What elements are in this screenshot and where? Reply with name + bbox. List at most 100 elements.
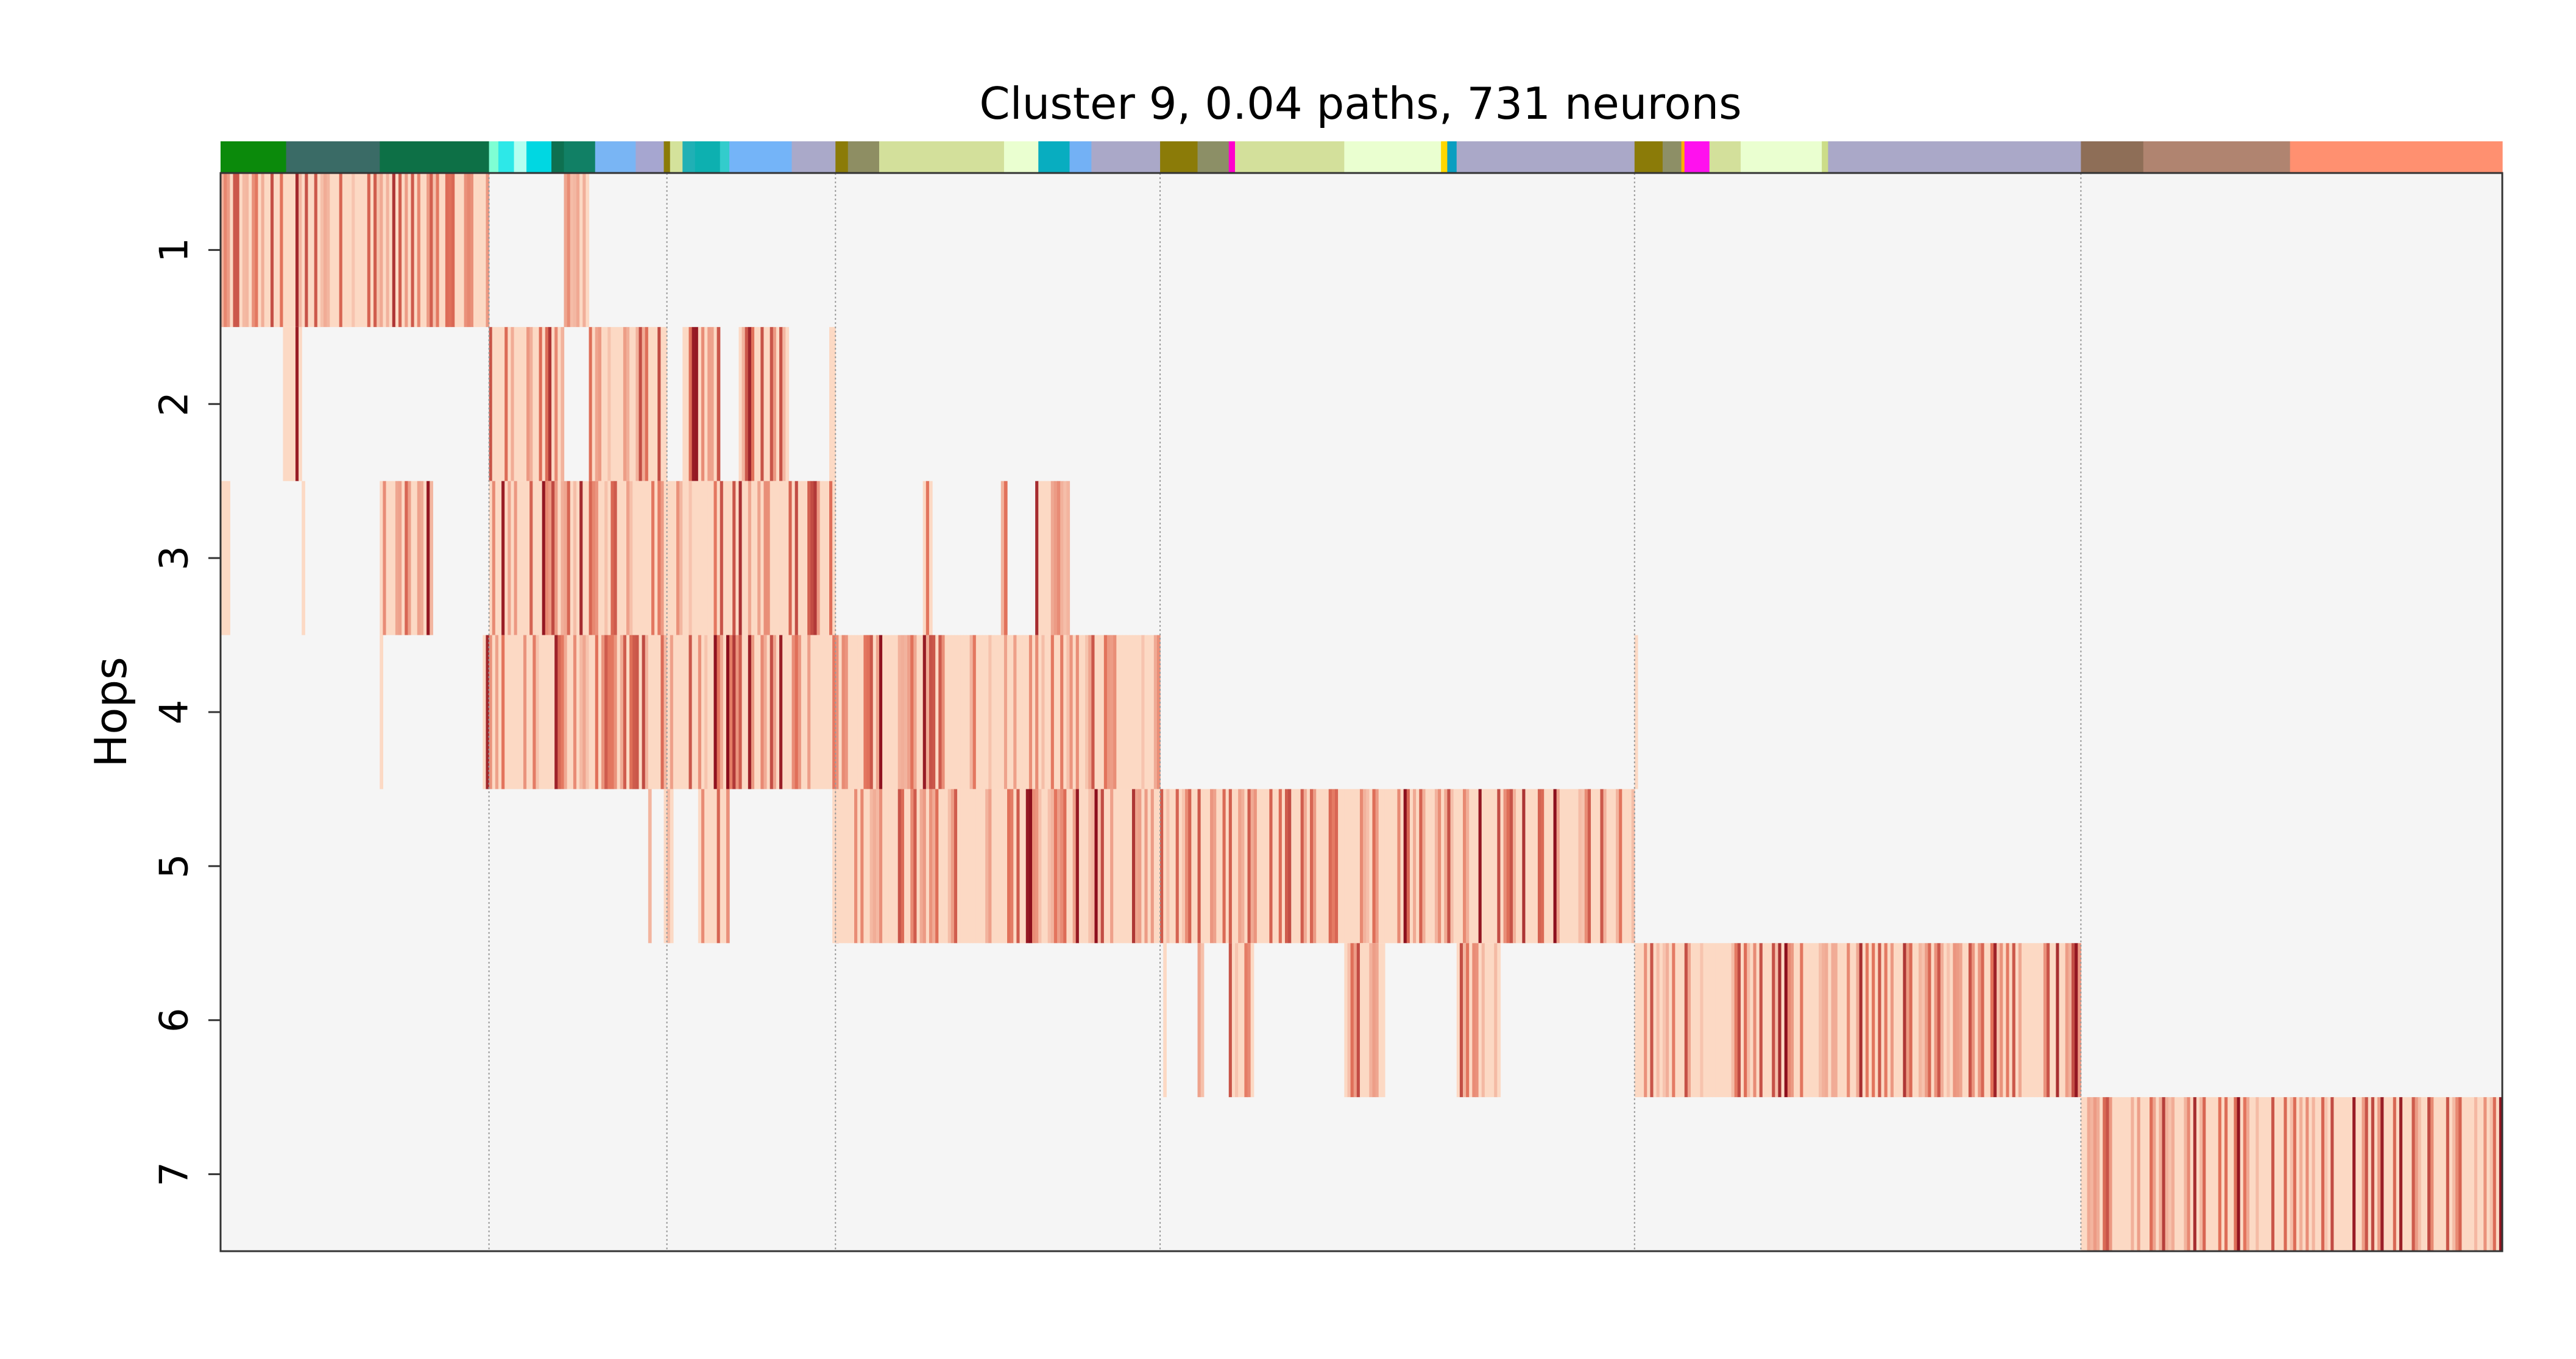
heatmap-cell	[1378, 789, 1382, 944]
heatmap-cell	[720, 481, 724, 635]
heatmap-cell	[302, 481, 305, 635]
heatmap-cell	[1847, 943, 1850, 1098]
heatmap-cell	[651, 327, 655, 481]
heatmap-cell	[888, 635, 893, 789]
heatmap-cell	[486, 635, 490, 789]
heatmap-cell	[430, 173, 433, 327]
color-bar-segment	[498, 141, 515, 173]
heatmap-cell	[888, 789, 893, 944]
heatmap-cell	[950, 789, 955, 944]
heatmap-cell	[2234, 1097, 2238, 1251]
heatmap-cell	[929, 481, 933, 635]
heatmap-cell	[847, 635, 852, 789]
heatmap-cell	[523, 481, 527, 635]
heatmap-cell	[1787, 943, 1791, 1098]
heatmap-cell	[2284, 1097, 2288, 1251]
heatmap-cell	[1144, 789, 1148, 944]
heatmap-cell	[2480, 1097, 2484, 1251]
heatmap-cell	[2215, 1097, 2219, 1251]
heatmap-cell	[548, 327, 552, 481]
heatmap-cell	[411, 173, 415, 327]
color-bar-segment	[1456, 141, 1635, 173]
heatmap-cell	[1022, 635, 1027, 789]
heatmap-cell	[1637, 943, 1641, 1098]
color-bar-segment	[564, 141, 596, 173]
heatmap-cell	[963, 635, 968, 789]
heatmap-cell	[1494, 789, 1498, 944]
heatmap-cell	[1284, 789, 1289, 944]
heatmap-cell	[620, 481, 624, 635]
heatmap-cell	[1191, 789, 1195, 944]
heatmap-cell	[2146, 1097, 2150, 1251]
heatmap-cell	[489, 635, 493, 789]
heatmap-cell	[479, 173, 483, 327]
heatmap-cell	[1484, 943, 1488, 1098]
heatmap-cell	[1100, 789, 1105, 944]
heatmap-cell	[932, 789, 936, 944]
heatmap-cell	[1959, 943, 1963, 1098]
heatmap-cell	[2240, 1097, 2244, 1251]
heatmap-cell	[1075, 635, 1080, 789]
heatmap-cell	[1519, 789, 1523, 944]
heatmap-cell	[1069, 789, 1074, 944]
heatmap-cell	[1231, 789, 1236, 944]
heatmap-cell	[2277, 1097, 2281, 1251]
heatmap-cell	[564, 173, 568, 327]
heatmap-cell	[704, 481, 708, 635]
heatmap-cell	[760, 635, 765, 789]
heatmap-cell	[1119, 789, 1123, 944]
heatmap-cell	[614, 481, 618, 635]
heatmap-cell	[2087, 1097, 2091, 1251]
heatmap-cell	[1809, 943, 1813, 1098]
heatmap-cell	[467, 173, 471, 327]
heatmap-cell	[442, 173, 446, 327]
heatmap-cell	[1459, 789, 1463, 944]
color-bar-segment	[720, 141, 730, 173]
heatmap-cell	[1756, 943, 1760, 1098]
heatmap-cell	[801, 481, 805, 635]
heatmap-cell	[685, 481, 690, 635]
heatmap-cell	[882, 789, 886, 944]
heatmap-cell	[773, 327, 777, 481]
heatmap-cell	[1200, 943, 1205, 1098]
heatmap-cell	[963, 789, 968, 944]
heatmap-cell	[551, 327, 555, 481]
heatmap-cell	[1997, 943, 2000, 1098]
heatmap-cell	[1216, 789, 1220, 944]
heatmap-cell	[944, 789, 949, 944]
heatmap-cell	[844, 789, 849, 944]
heatmap-cell	[554, 327, 558, 481]
heatmap-cell	[1116, 635, 1120, 789]
heatmap-cell	[1131, 635, 1136, 789]
heatmap-cell	[489, 481, 493, 635]
heatmap-cell	[872, 789, 877, 944]
heatmap-cell	[1050, 635, 1055, 789]
heatmap-cell	[766, 635, 771, 789]
heatmap-cell	[1675, 943, 1679, 1098]
heatmap-cell	[495, 481, 499, 635]
heatmap-cell	[770, 327, 774, 481]
heatmap-cell	[1978, 943, 1982, 1098]
heatmap-cell	[417, 481, 421, 635]
heatmap-cell	[1116, 789, 1120, 944]
heatmap-cell	[713, 327, 718, 481]
heatmap-cell	[745, 481, 749, 635]
heatmap-cell	[352, 173, 355, 327]
heatmap-cell	[1334, 789, 1339, 944]
heatmap-cell	[1943, 943, 1947, 1098]
heatmap-cell	[1016, 635, 1021, 789]
heatmap-cell	[576, 481, 580, 635]
heatmap-cell	[891, 789, 896, 944]
heatmap-cell	[2062, 943, 2066, 1098]
heatmap-cell	[2056, 943, 2060, 1098]
heatmap-cell	[1303, 789, 1307, 944]
heatmap-cell	[929, 635, 933, 789]
color-bar-segment	[514, 141, 527, 173]
heatmap-cell	[1459, 943, 1463, 1098]
heatmap-cell	[1300, 789, 1304, 944]
heatmap-cell	[542, 635, 546, 789]
heatmap-cell	[754, 635, 758, 789]
heatmap-cell	[1253, 789, 1258, 944]
heatmap-cell	[1194, 789, 1198, 944]
